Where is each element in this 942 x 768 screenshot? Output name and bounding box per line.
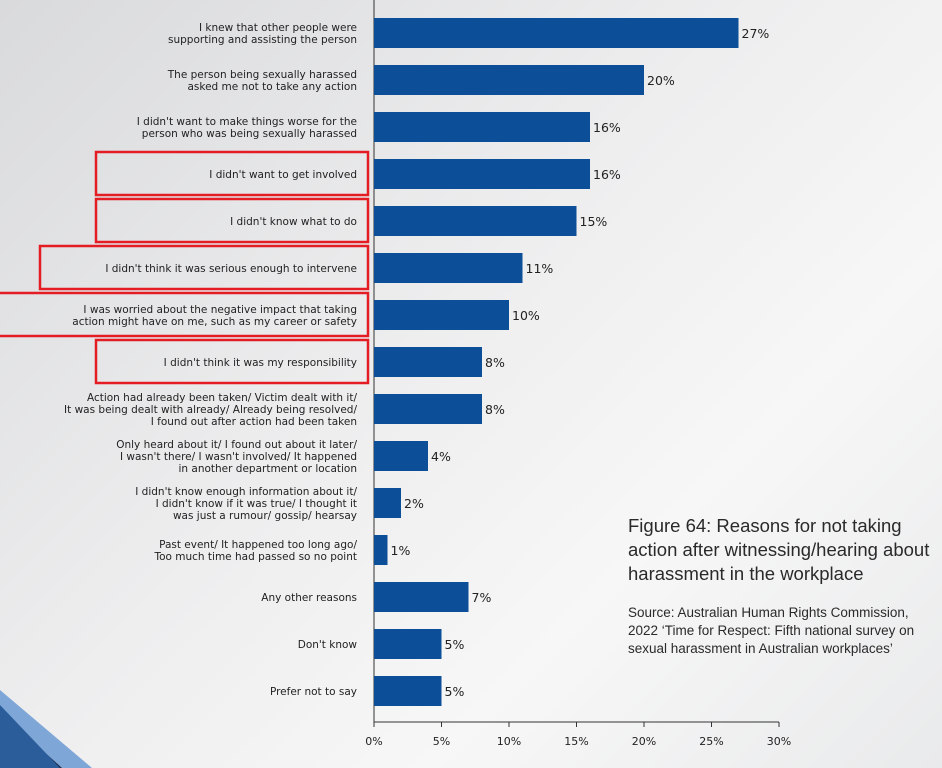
value-label: 2% xyxy=(404,496,424,511)
category-label: I didn't think it was serious enough to … xyxy=(105,263,357,275)
value-label: 8% xyxy=(485,402,505,417)
category-label-line: Too much time had passed so no point xyxy=(153,551,357,563)
value-label: 4% xyxy=(431,449,451,464)
category-label-line: person who was being sexually harassed xyxy=(142,128,357,140)
figure-title: Figure 64: Reasons for not taking action… xyxy=(628,515,930,584)
category-label-line: I didn't want to make things worse for t… xyxy=(137,116,357,128)
bar xyxy=(374,535,388,565)
category-label-line: I was worried about the negative impact … xyxy=(83,304,357,316)
value-label: 11% xyxy=(526,261,554,276)
category-label-line: I wasn't there/ I wasn't involved/ It ha… xyxy=(120,451,357,463)
value-label: 5% xyxy=(445,637,465,652)
highlight-box xyxy=(94,150,370,197)
category-label-line: I didn't think it was my responsibility xyxy=(164,357,357,369)
bar xyxy=(374,300,509,330)
category-label-line: I didn't know if it was true/ I thought … xyxy=(156,498,357,510)
category-label-line: I didn't know enough information about i… xyxy=(135,486,357,498)
category-label-line: The person being sexually harassed xyxy=(167,69,357,81)
value-label: 16% xyxy=(593,120,621,135)
category-label-line: Only heard about it/ I found out about i… xyxy=(116,439,357,451)
value-label: 10% xyxy=(512,308,540,323)
category-label-line: Action had already been taken/ Victim de… xyxy=(87,392,358,404)
value-label: 15% xyxy=(580,214,608,229)
bar xyxy=(374,347,482,377)
x-tick-label: 25% xyxy=(699,735,723,748)
figure-caption: Figure 64: Reasons for not taking action… xyxy=(628,514,938,658)
highlight-box xyxy=(0,291,370,338)
value-label: 1% xyxy=(391,543,411,558)
corner-shape-blue xyxy=(0,705,60,768)
value-label: 20% xyxy=(647,73,675,88)
category-label: Any other reasons xyxy=(261,592,357,604)
category-label: I didn't want to get involved xyxy=(209,169,357,181)
x-tick-label: 0% xyxy=(365,735,382,748)
x-tick-label: 5% xyxy=(433,735,450,748)
x-tick-label: 20% xyxy=(632,735,656,748)
category-label-line: I didn't want to get involved xyxy=(209,169,357,181)
category-label: Prefer not to say xyxy=(270,686,357,698)
category-label: Only heard about it/ I found out about i… xyxy=(116,439,357,475)
highlight-box xyxy=(94,197,370,244)
figure-source: Source: Australian Human Rights Commissi… xyxy=(628,605,915,656)
bar xyxy=(374,159,590,189)
bar xyxy=(374,676,442,706)
bar xyxy=(374,629,442,659)
category-label-line: in another department or location xyxy=(178,463,357,475)
category-label-line: Past event/ It happened too long ago/ xyxy=(159,539,357,551)
category-label: I didn't want to make things worse for t… xyxy=(137,116,357,140)
category-label-line: action might have on me, such as my care… xyxy=(72,316,357,328)
category-label: I was worried about the negative impact … xyxy=(72,304,357,328)
category-label: I knew that other people were supporting … xyxy=(168,22,357,46)
bar xyxy=(374,18,739,48)
category-label-line: Prefer not to say xyxy=(270,686,357,698)
category-label-line: asked me not to take any action xyxy=(187,81,357,93)
category-label-line: I found out after action had been taken xyxy=(151,416,357,428)
corner-shape-light xyxy=(0,690,92,768)
category-label: I didn't think it was my responsibility xyxy=(164,357,357,369)
category-label: I didn't know enough information about i… xyxy=(135,486,357,522)
x-tick-label: 15% xyxy=(564,735,588,748)
category-label: The person being sexually harassed asked … xyxy=(167,69,357,93)
value-label: 8% xyxy=(485,355,505,370)
highlight-box xyxy=(38,244,370,291)
bar xyxy=(374,112,590,142)
x-tick-label: 30% xyxy=(767,735,791,748)
value-label: 27% xyxy=(742,26,770,41)
category-label: I didn't know what to do xyxy=(230,216,357,228)
bar xyxy=(374,488,401,518)
bar xyxy=(374,206,577,236)
category-label-line: Don't know xyxy=(298,639,358,651)
value-label: 5% xyxy=(445,684,465,699)
category-label-line: It was being dealt with already/ Already… xyxy=(64,404,357,416)
category-label-line: Any other reasons xyxy=(261,592,357,604)
bar xyxy=(374,253,523,283)
value-label: 7% xyxy=(472,590,492,605)
bar xyxy=(374,394,482,424)
highlight-box xyxy=(94,338,370,385)
category-label-line: I didn't think it was serious enough to … xyxy=(105,263,357,275)
category-label: Action had already been taken/ Victim de… xyxy=(64,392,357,428)
x-tick-label: 10% xyxy=(497,735,521,748)
category-label-line: supporting and assisting the person xyxy=(168,34,357,46)
category-label: Don't know xyxy=(298,639,358,651)
category-label: Past event/ It happened too long ago/Too… xyxy=(153,539,357,563)
value-label: 16% xyxy=(593,167,621,182)
category-label-line: was just a rumour/ gossip/ hearsay xyxy=(173,510,357,522)
bar xyxy=(374,441,428,471)
category-label-line: I didn't know what to do xyxy=(230,216,357,228)
bar xyxy=(374,582,469,612)
bar xyxy=(374,65,644,95)
category-label-line: I knew that other people were xyxy=(199,22,357,34)
